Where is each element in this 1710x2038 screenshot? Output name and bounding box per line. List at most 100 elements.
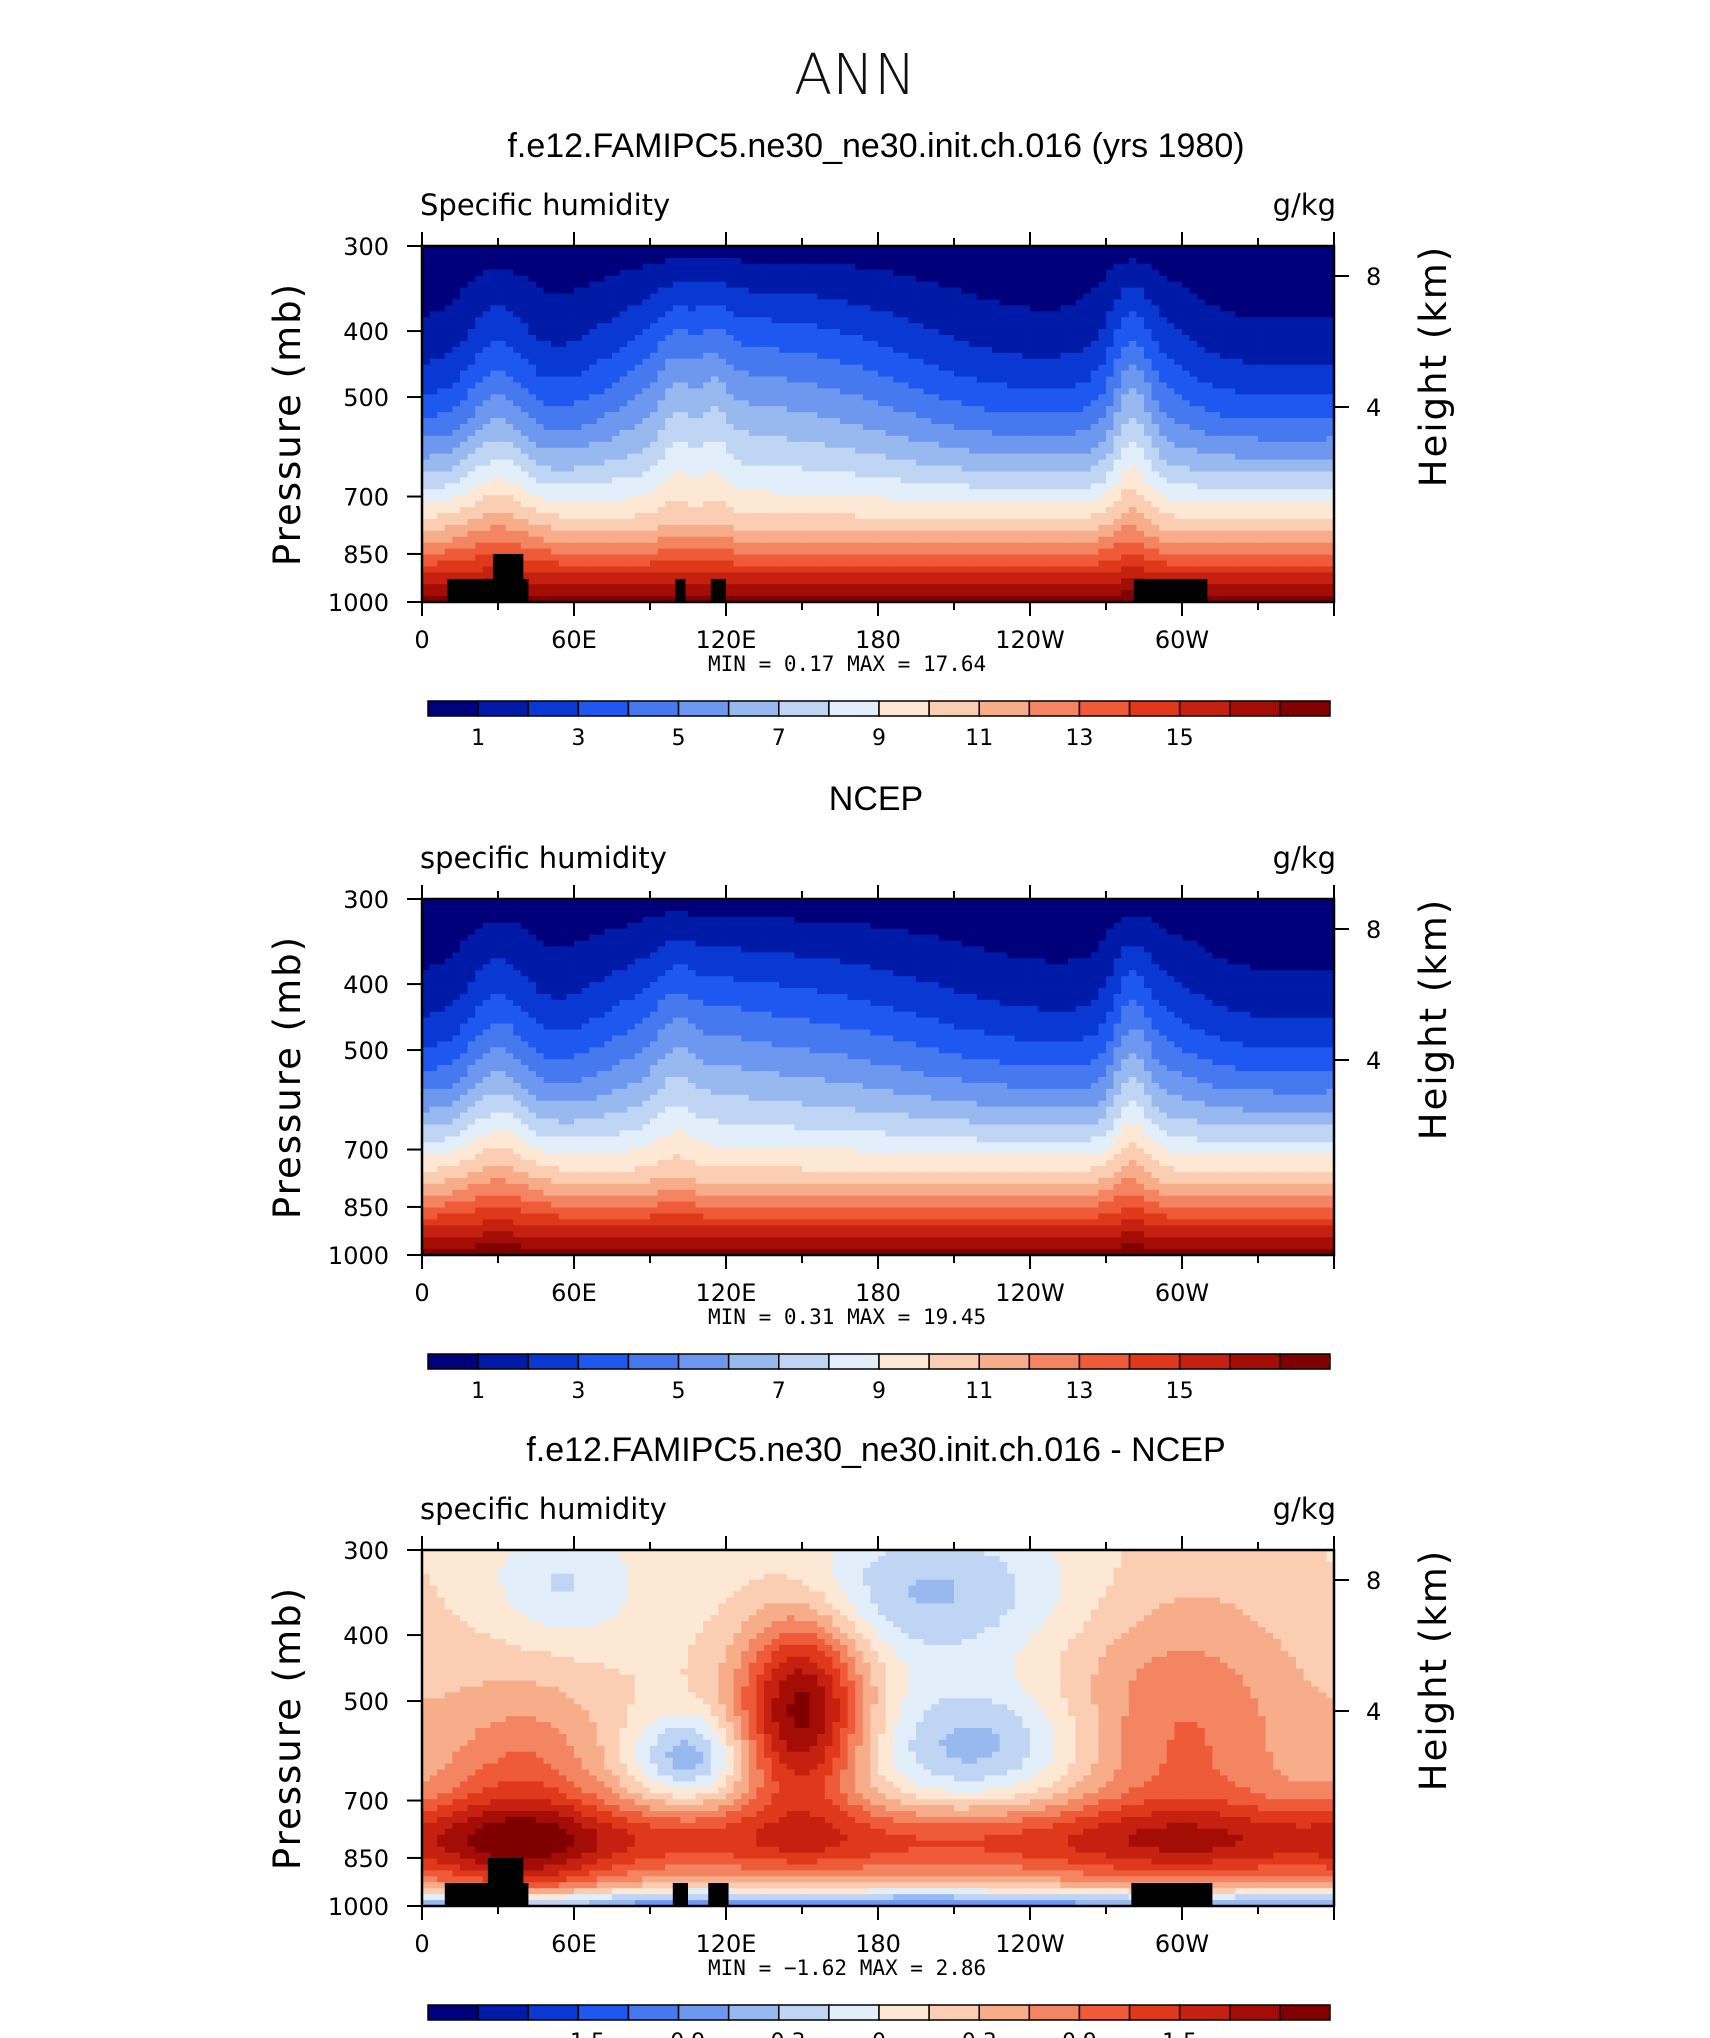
heatmap-cell (908, 282, 916, 289)
heatmap-cell (977, 489, 985, 496)
heatmap-cell (924, 418, 932, 425)
heatmap-cell (901, 353, 909, 360)
heatmap-cell (680, 299, 688, 306)
heatmap-cell (650, 418, 658, 425)
heatmap-cell (863, 513, 871, 520)
heatmap-cell (544, 566, 552, 573)
heatmap-cell (688, 359, 696, 366)
heatmap-cell (855, 258, 863, 265)
heatmap-cell (528, 335, 536, 342)
heatmap-cell (604, 388, 612, 395)
heatmap-cell (468, 549, 476, 556)
heatmap-cell (779, 347, 787, 354)
heatmap-cell (726, 311, 734, 318)
heatmap-cell (703, 525, 711, 532)
heatmap-cell (977, 293, 985, 300)
heatmap-cell (711, 382, 719, 389)
heatmap-cell (1015, 264, 1023, 271)
heatmap-cell (430, 412, 438, 419)
heatmap-cell (810, 519, 818, 526)
heatmap-cell (627, 590, 635, 597)
heatmap-cell (498, 513, 506, 520)
heatmap-cell (680, 359, 688, 366)
heatmap-cell (536, 365, 544, 372)
heatmap-cell (665, 288, 673, 295)
heatmap-cell (445, 305, 453, 312)
heatmap-cell (536, 566, 544, 573)
heatmap-cell (726, 252, 734, 259)
heatmap-cell (741, 341, 749, 348)
heatmap-cell (460, 293, 468, 300)
heatmap-cell (612, 424, 620, 431)
heatmap-cell (536, 311, 544, 318)
heatmap-cell (696, 264, 704, 271)
heatmap-cell (1015, 448, 1023, 455)
heatmap-cell (513, 507, 521, 514)
heatmap-cell (718, 341, 726, 348)
heatmap-cell (1038, 282, 1046, 289)
heatmap-cell (498, 282, 506, 289)
heatmap-cell (1045, 543, 1053, 550)
heatmap-cell (741, 288, 749, 295)
heatmap-cell (1030, 578, 1038, 585)
heatmap-cell (612, 489, 620, 496)
heatmap-cell (741, 454, 749, 461)
heatmap-cell (984, 489, 992, 496)
heatmap-cell (863, 359, 871, 366)
heatmap-cell (893, 501, 901, 508)
heatmap-cell (445, 341, 453, 348)
heatmap-cell (916, 543, 924, 550)
heatmap-cell (718, 382, 726, 389)
heatmap-cell (718, 293, 726, 300)
heatmap-cell (559, 454, 567, 461)
heatmap-cell (1045, 448, 1053, 455)
heatmap-cell (688, 448, 696, 455)
heatmap-cell (445, 543, 453, 550)
heatmap-cell (946, 377, 954, 384)
heatmap-cell (817, 460, 825, 467)
heatmap-cell (680, 347, 688, 354)
heatmap-cell (1030, 347, 1038, 354)
heatmap-cell (787, 471, 795, 478)
heatmap-cell (718, 288, 726, 295)
heatmap-cell (1045, 347, 1053, 354)
heatmap-cell (528, 347, 536, 354)
heatmap-cell (1030, 537, 1038, 544)
heatmap-cell (680, 424, 688, 431)
heatmap-cell (604, 270, 612, 277)
heatmap-cell (908, 347, 916, 354)
heatmap-cell (749, 335, 757, 342)
heatmap-cell (604, 317, 612, 324)
heatmap-cell (513, 471, 521, 478)
heatmap-cell (855, 394, 863, 401)
heatmap-cell (908, 483, 916, 490)
heatmap-cell (513, 258, 521, 265)
heatmap-cell (992, 412, 1000, 419)
heatmap-cell (924, 460, 932, 467)
heatmap-cell (635, 371, 643, 378)
heatmap-cell (764, 501, 772, 508)
heatmap-cell (1022, 400, 1030, 407)
heatmap-cell (528, 483, 536, 490)
heatmap-cell (703, 311, 711, 318)
heatmap-cell (521, 335, 529, 342)
heatmap-cell (635, 317, 643, 324)
heatmap-cell (870, 353, 878, 360)
heatmap-cell (855, 584, 863, 591)
heatmap-cell (962, 424, 970, 431)
heatmap-cell (802, 489, 810, 496)
heatmap-cell (582, 299, 590, 306)
heatmap-cell (939, 442, 947, 449)
heatmap-cell (559, 471, 567, 478)
heatmap-cell (521, 531, 529, 538)
heatmap-cell (574, 264, 582, 271)
heatmap-cell (1022, 501, 1030, 508)
heatmap-cell (734, 317, 742, 324)
heatmap-cell (726, 317, 734, 324)
heatmap-cell (886, 578, 894, 585)
heatmap-cell (589, 293, 597, 300)
heatmap-cell (749, 288, 757, 295)
heatmap-cell (878, 329, 886, 336)
heatmap-cell (490, 299, 498, 306)
heatmap-cell (741, 418, 749, 425)
